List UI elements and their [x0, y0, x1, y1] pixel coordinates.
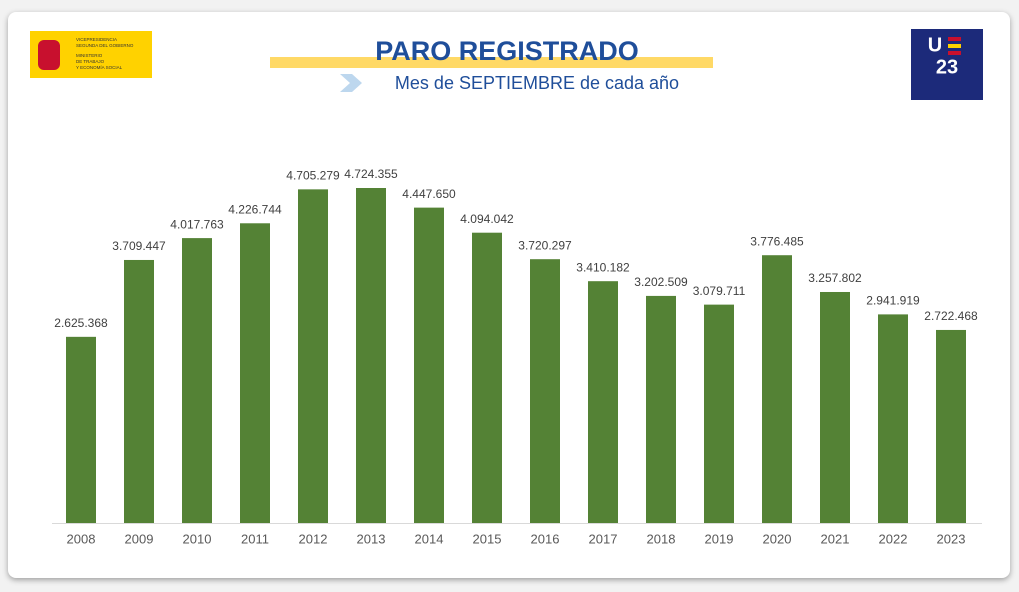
value-label: 3.202.509 [634, 275, 688, 289]
x-tick-label: 2019 [705, 531, 734, 546]
bar [414, 207, 444, 523]
ministry-text: DE TRABAJO [76, 59, 105, 64]
x-tick-label: 2012 [299, 531, 328, 546]
x-tick-label: 2010 [183, 531, 212, 546]
bar [356, 188, 386, 523]
x-tick-label: 2009 [125, 531, 154, 546]
value-label: 3.776.485 [750, 234, 804, 248]
bar [298, 189, 328, 523]
ministry-text: MINISTERIO [76, 53, 103, 58]
x-tick-label: 2008 [67, 531, 96, 546]
x-tick-label: 2017 [589, 531, 618, 546]
bar [820, 291, 850, 523]
x-tick-label: 2021 [821, 531, 850, 546]
eu-logo-text: 23 [936, 56, 958, 78]
bar [240, 223, 270, 524]
bar [762, 255, 792, 524]
value-label: 4.447.650 [402, 187, 456, 201]
bar [936, 329, 966, 523]
value-label: 3.709.447 [112, 239, 166, 253]
value-label: 4.705.279 [286, 169, 340, 183]
eu-stripe [948, 51, 961, 55]
chart-subtitle: Mes de SEPTIEMBRE de cada año [395, 73, 679, 93]
bar [588, 281, 618, 523]
value-label: 4.226.744 [228, 202, 282, 216]
title-highlight [270, 57, 713, 68]
x-tick-label: 2020 [763, 531, 792, 546]
bar [472, 232, 502, 524]
eu-logo-text: U [928, 34, 942, 56]
x-tick-label: 2016 [531, 531, 560, 546]
ministry-text: SEGUNDA DEL GOBIERNO [76, 43, 134, 48]
value-label: 3.720.297 [518, 238, 572, 252]
eu-logo [911, 29, 983, 100]
bar [704, 304, 734, 523]
bar [646, 295, 676, 523]
value-label: 4.094.042 [460, 212, 514, 226]
coat-of-arms [38, 40, 60, 70]
value-label: 4.724.355 [344, 167, 398, 181]
x-tick-label: 2023 [937, 531, 966, 546]
x-tick-label: 2013 [357, 531, 386, 546]
x-tick-label: 2011 [241, 531, 269, 546]
bar [182, 238, 212, 524]
eu-stripe [948, 37, 961, 41]
eu-stripe [948, 44, 961, 48]
x-tick-label: 2014 [415, 531, 444, 546]
ministry-text: Y ECONOMÍA SOCIAL [76, 64, 123, 70]
x-tick-label: 2022 [879, 531, 908, 546]
bar [530, 259, 560, 523]
x-tick-label: 2018 [647, 531, 676, 546]
ministry-text: VICEPRESIDENCIA [76, 37, 117, 42]
value-label: 2.941.919 [866, 294, 920, 308]
value-label: 3.257.802 [808, 271, 862, 285]
value-label: 3.079.711 [693, 284, 746, 298]
bar [124, 259, 154, 523]
chart-title: PARO REGISTRADO [375, 36, 639, 66]
value-label: 3.410.182 [576, 260, 630, 274]
value-label: 2.625.368 [54, 316, 108, 330]
value-label: 2.722.468 [924, 309, 978, 323]
bar [878, 314, 908, 523]
x-tick-label: 2015 [473, 531, 502, 546]
chevron [340, 74, 362, 92]
value-label: 4.017.763 [170, 217, 224, 231]
bar [66, 336, 96, 523]
